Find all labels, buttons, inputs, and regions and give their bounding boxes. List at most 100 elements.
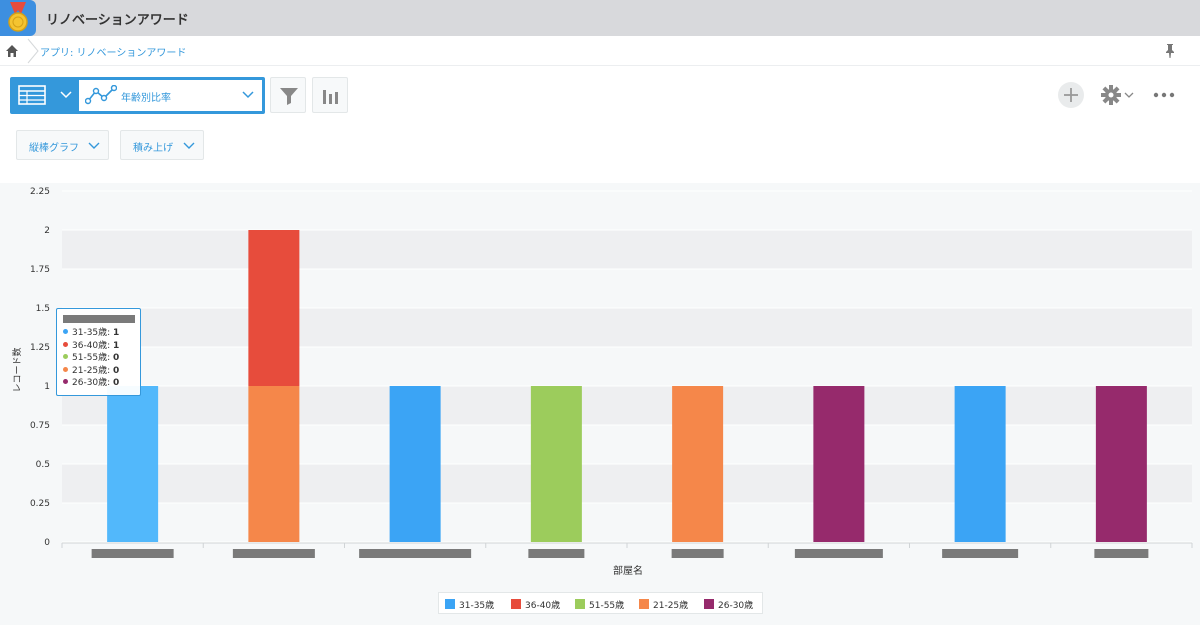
bar-segment[interactable]: [813, 386, 865, 542]
x-tick-label-redacted: [91, 549, 174, 558]
tooltip-value: 0: [113, 365, 120, 376]
chevron-down-icon: [88, 142, 100, 149]
tooltip-series-label: 21-25歳:: [72, 365, 114, 376]
tooltip-dot: [63, 379, 68, 384]
chart-type-label: 縦棒グラフ: [29, 143, 79, 154]
bar-segment[interactable]: [954, 386, 1006, 542]
tooltip-row: 26-30歳: 0: [63, 375, 120, 388]
legend-swatch: [639, 599, 649, 609]
stacked-bar-chart: 0 0.25 0.5 0.75 1 1.25 1.5 1.75 2 2.25 レコード数 部屋名: [11, 187, 1193, 577]
tooltip-series-label: 31-35歳:: [72, 328, 114, 338]
y-tick-label: 2: [44, 226, 50, 236]
line-graph-icon: [85, 85, 117, 105]
y-axis-label: レコード数: [11, 347, 23, 392]
legend-item[interactable]: 21-25歳: [639, 598, 689, 611]
gear-icon: [1101, 85, 1121, 105]
x-tick-label-redacted: [232, 549, 315, 558]
chart-settings-button[interactable]: [312, 77, 348, 113]
tooltip-dot: [63, 341, 68, 347]
breadcrumb: アプリ: リノベーションアワード: [0, 36, 1200, 66]
pin-icon[interactable]: [1162, 42, 1178, 60]
view-selector[interactable]: 年齢別比率: [10, 77, 265, 114]
graph-name: 年齢別比率: [121, 93, 171, 104]
y-tick-label: 1: [44, 382, 50, 392]
tooltip-dot: [63, 354, 68, 359]
plot-band: [62, 347, 1192, 386]
app-header: リノベーションアワード: [0, 0, 1200, 36]
x-tick-label-redacted: [671, 549, 724, 558]
tooltip-title-redacted: [63, 315, 135, 323]
chart-tooltip: 31-35歳: 1 36-40歳: 1 51-55歳: 0 21-25歳: 0 26-3…: [56, 308, 141, 396]
y-tick-label: 0: [44, 538, 50, 548]
medal-icon[interactable]: [0, 0, 36, 36]
legend-swatch: [575, 599, 585, 609]
stack-mode-select[interactable]: 積み上げ: [120, 130, 204, 160]
chart-legend: 31-35歳 36-40歳 51-55歳 21-25歳 26-30歳: [438, 592, 763, 614]
bar-segment[interactable]: [107, 386, 159, 542]
add-record-button[interactable]: [1058, 82, 1084, 108]
tooltip-row: 31-35歳: 1: [63, 325, 120, 338]
legend-item[interactable]: 31-35歳: [445, 598, 495, 611]
tooltip-value: 0: [113, 353, 120, 363]
table-view-icon: [18, 85, 46, 105]
tooltip-row: 51-55歳: 0: [63, 350, 120, 363]
more-options-button[interactable]: [1152, 86, 1176, 104]
x-tick-label-redacted: [942, 549, 1019, 558]
plot-band: [62, 464, 1192, 503]
tooltip-value: 0: [113, 378, 120, 388]
legend-label: 31-35歳: [459, 601, 495, 611]
tooltip-series-label: 26-30歳:: [72, 378, 114, 388]
home-icon[interactable]: [4, 43, 20, 59]
plot-band: [62, 230, 1192, 269]
plot-band: [62, 191, 1192, 230]
bar-segment[interactable]: [530, 386, 582, 542]
app-title: リノベーションアワード: [46, 13, 189, 28]
graph-select[interactable]: 年齢別比率: [79, 80, 262, 111]
x-tick-label-redacted: [528, 549, 585, 558]
bar-segment[interactable]: [248, 386, 300, 542]
legend-swatch: [704, 599, 714, 609]
y-tick-label: 2.25: [30, 187, 50, 197]
x-tick-label-redacted: [359, 549, 472, 558]
tooltip-value: 1: [113, 340, 120, 351]
breadcrumb-app-link[interactable]: アプリ: リノベーションアワード: [40, 48, 187, 59]
y-tick-label: 1.5: [36, 304, 50, 314]
tooltip-dot: [63, 329, 68, 334]
chevron-right-icon: [27, 38, 39, 64]
x-tick-label-redacted: [1094, 549, 1149, 558]
legend-item[interactable]: 26-30歳: [704, 598, 754, 611]
y-tick-label: 1.25: [30, 343, 50, 353]
tooltip-row: 36-40歳: 1: [63, 338, 120, 351]
tooltip-series-label: 36-40歳:: [72, 340, 114, 351]
filter-icon: [280, 88, 298, 105]
x-axis-label: 部屋名: [613, 564, 643, 577]
plot-band: [62, 425, 1192, 464]
more-dots-icon: [1153, 92, 1175, 98]
bar-segment[interactable]: [1095, 386, 1147, 542]
legend-label: 21-25歳: [653, 601, 689, 611]
bar-segment[interactable]: [672, 386, 724, 542]
chevron-down-icon: [183, 142, 195, 149]
legend-swatch: [511, 599, 521, 609]
chevron-down-icon: [1124, 92, 1134, 98]
legend-item[interactable]: 36-40歳: [511, 598, 561, 611]
legend-label: 36-40歳: [525, 601, 561, 611]
legend-swatch: [445, 599, 455, 609]
plot-band: [62, 503, 1192, 542]
chevron-down-icon[interactable]: [60, 90, 72, 100]
stack-mode-label: 積み上げ: [133, 143, 173, 154]
bar-segment[interactable]: [389, 386, 441, 542]
chart-area: 0 0.25 0.5 0.75 1 1.25 1.5 1.75 2 2.25 レコード数 部屋名: [0, 183, 1200, 625]
bar-segment[interactable]: [248, 230, 300, 386]
filter-button[interactable]: [270, 77, 306, 113]
legend-label: 26-30歳: [718, 601, 754, 611]
x-tick-label-redacted: [794, 549, 883, 558]
tooltip-series-label: 51-55歳:: [72, 353, 114, 363]
chart-type-select[interactable]: 縦棒グラフ: [16, 130, 109, 160]
plot-band: [62, 386, 1192, 425]
app-settings-button[interactable]: [1100, 84, 1136, 106]
bar-chart-icon: [323, 90, 338, 104]
chevron-down-icon: [242, 91, 254, 99]
tooltip-value: 1: [113, 328, 120, 338]
legend-item[interactable]: 51-55歳: [575, 598, 624, 611]
